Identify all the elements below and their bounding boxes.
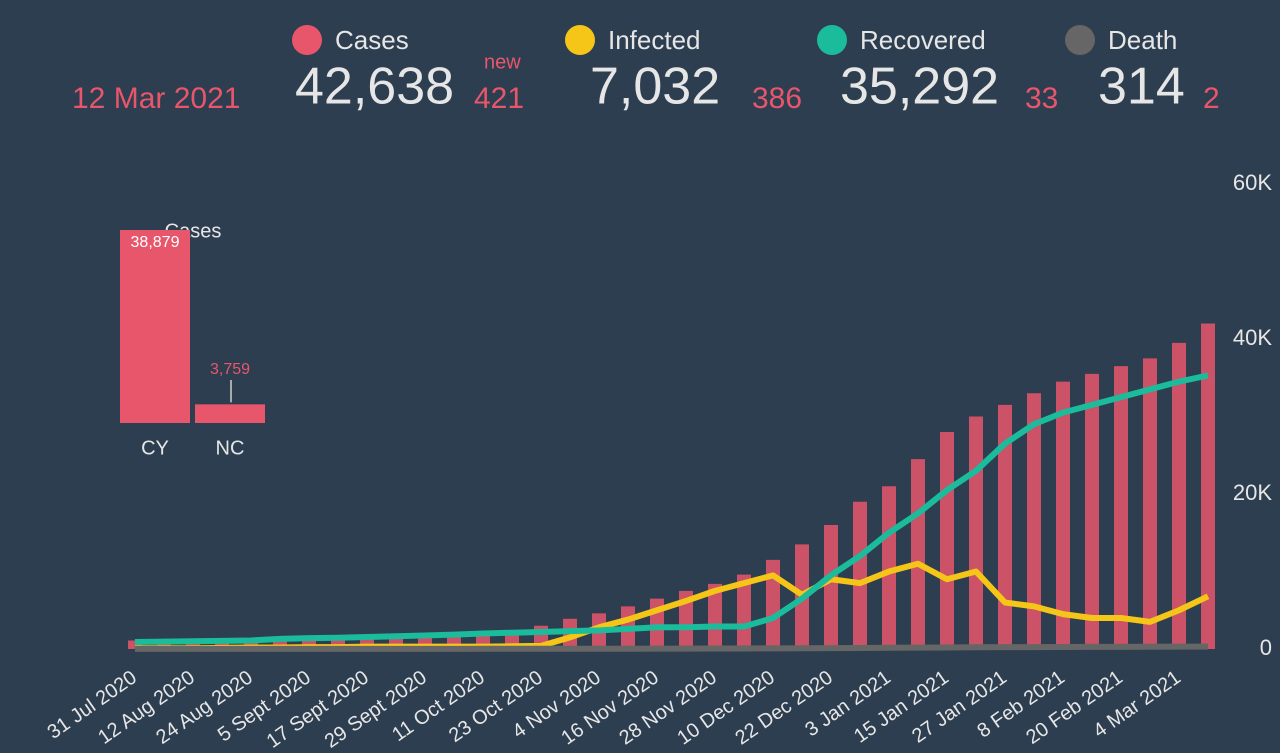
bar [708, 583, 722, 649]
bar [273, 637, 287, 649]
bar [853, 501, 867, 649]
y-tick-label: 40K [1233, 325, 1272, 350]
bar [1201, 323, 1215, 649]
inset-bar [195, 404, 265, 423]
bar [824, 525, 838, 649]
new-value: 33 [1025, 82, 1058, 115]
legend-label: Death [1108, 25, 1177, 55]
legend-dot [292, 25, 322, 55]
inset-bar [120, 230, 190, 423]
total-value: 314 [1098, 58, 1185, 116]
new-value: 421 [474, 82, 524, 115]
bar [679, 590, 693, 649]
inset-category: CY [141, 437, 169, 459]
legend-label: Recovered [860, 25, 986, 55]
legend-dot [817, 25, 847, 55]
bar [1085, 373, 1099, 649]
bar [1114, 366, 1128, 649]
bar [969, 416, 983, 649]
date: 12 Mar 2021 [72, 82, 240, 115]
bar [766, 559, 780, 649]
bar [911, 459, 925, 649]
bar [940, 432, 954, 649]
new-label: new [484, 51, 521, 73]
new-value: 2 [1203, 82, 1220, 115]
bar [1143, 358, 1157, 649]
inset-value-label: 3,759 [210, 361, 250, 378]
bar [1172, 342, 1186, 649]
bar [737, 574, 751, 649]
legend-dot [565, 25, 595, 55]
inset-category: NC [216, 437, 245, 459]
inset-value-label: 38,879 [131, 234, 180, 251]
y-tick-label: 60K [1233, 170, 1272, 195]
new-value: 386 [752, 82, 802, 115]
bar [998, 404, 1012, 649]
y-tick-label: 20K [1233, 480, 1272, 505]
line [134, 643, 1209, 652]
legend-label: Infected [608, 25, 701, 55]
line [134, 372, 1209, 646]
legend-dot [1065, 25, 1095, 55]
bar [128, 640, 142, 649]
total-value: 7,032 [590, 58, 720, 116]
bar [1056, 381, 1070, 649]
total-value: 42,638 [295, 58, 454, 116]
legend-label: Cases [335, 25, 409, 55]
y-tick-label: 0 [1260, 635, 1272, 660]
bar [1027, 393, 1041, 649]
total-value: 35,292 [840, 58, 999, 116]
